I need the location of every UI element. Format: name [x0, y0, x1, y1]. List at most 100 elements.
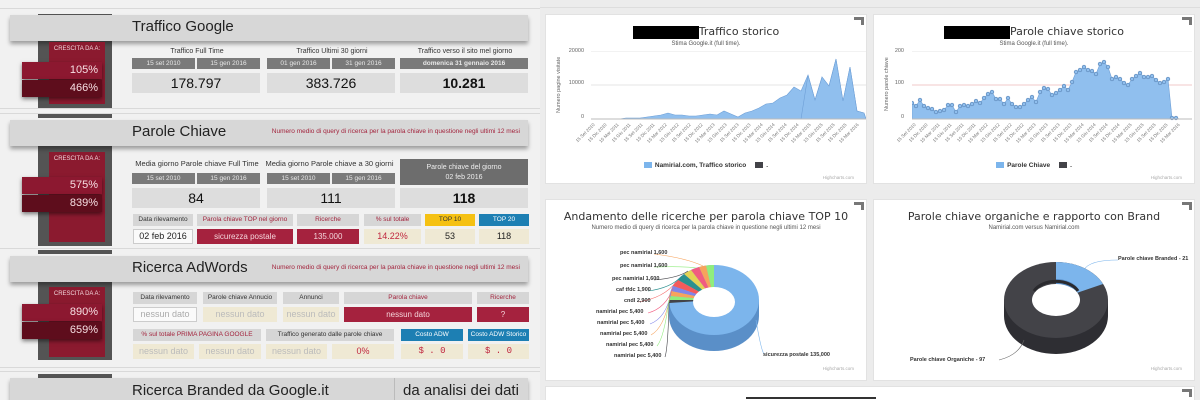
chart-subtitle: Numero medio di query di ricerca per la …: [591, 225, 821, 231]
y-tick: 100: [894, 80, 904, 86]
y-tick: 20000: [568, 48, 584, 54]
growth-value-2: 839%: [22, 195, 102, 212]
legend-swatch: [755, 162, 764, 169]
header-pct: % sul totale: [364, 214, 421, 226]
donut-3d-chart: [998, 259, 1119, 361]
section-header: Traffico Google: [10, 15, 528, 41]
x-axis-ticks: 15 Set 2010 15 Dic 2010 15 Mar 2011 15 G…: [575, 122, 860, 144]
date-end: 15 gen 2016: [197, 173, 260, 184]
divider: [0, 108, 540, 109]
date-end: 15 gen 2016: [332, 173, 395, 184]
divider: [394, 378, 395, 400]
header-generated-traffic: Traffico generato dalle parole chiave: [266, 329, 394, 341]
x-axis-labels: 15 Set 2010 15 Dic 2010 15 Mar 2011 15 G…: [874, 119, 1196, 159]
slice-label: pec namirial 1,600: [612, 276, 660, 282]
section-title: Ricerca AdWords: [132, 259, 248, 276]
legend-item[interactable]: Namirial.com, Traffico storico: [643, 162, 747, 169]
legend-label: .: [766, 162, 769, 169]
slice-label: caf tfdc 1,900: [616, 287, 651, 293]
chart-title: Traffico storico: [546, 25, 866, 39]
x-axis-ticks: 15 Set 2010 15 Dic 2010 15 Mar 2011 15 G…: [896, 122, 1181, 144]
chart-credit[interactable]: Highcharts.com: [822, 366, 854, 371]
chart-title: Andamento delle ricerche per parola chia…: [563, 210, 849, 223]
legend-label: Namirial.com, Traffico storico: [654, 162, 747, 169]
ad-keywords-value: nessun dato: [203, 307, 277, 322]
chart-legend: Parole Chiave .: [874, 162, 1194, 169]
growth-value-2: 466%: [22, 80, 102, 97]
header-first-page-pct: % sul totale PRIMA PAGINA GOOGLE: [133, 329, 261, 341]
header-date: Data rilevamento: [133, 292, 197, 304]
chart-credit[interactable]: Highcharts.com: [1150, 175, 1182, 180]
section-keywords: Parole Chiave Numero medio di query di r…: [0, 114, 540, 249]
col-label: Media giorno Parole chiave a 30 giorni: [265, 159, 394, 168]
slice-label: Parole chiave Organiche - 97: [910, 357, 986, 363]
divider: [0, 113, 540, 114]
value: 383.726: [267, 73, 395, 93]
x-axis-labels: 15 Set 2010 15 Dic 2010 15 Mar 2011 15 G…: [546, 119, 868, 159]
searches-value: 135.000: [297, 229, 359, 244]
header-top20: TOP 20: [479, 214, 529, 226]
chart-title-text: Parole chiave storico: [1010, 25, 1124, 38]
chart-keywords-history: Parole chiave storico Stima Google.it (f…: [873, 14, 1195, 184]
dark-strip: [38, 374, 112, 378]
chart-credit[interactable]: Highcharts.com: [822, 175, 854, 180]
adw-cost-value: $ . 0: [401, 344, 463, 359]
date-end: 15 gen 2016: [197, 58, 260, 69]
pct-value: 14.22%: [364, 229, 421, 244]
first-page-value: nessun dato: [133, 344, 194, 359]
divider: [540, 7, 1200, 8]
first-page-value-2: nessun dato: [199, 344, 261, 359]
chart-title-text: Traffico storico: [698, 25, 780, 38]
section-subtitle: da analisi dei dati: [403, 382, 519, 399]
legend-item[interactable]: .: [1059, 162, 1072, 169]
legend-item[interactable]: Parole Chiave: [996, 162, 1050, 169]
generated-traffic-value: nessun dato: [266, 344, 327, 359]
top10-value: 53: [425, 229, 475, 244]
redacted-block: [746, 397, 876, 399]
charts-area: Traffico storico Stima Google.it (full t…: [540, 0, 1200, 400]
section-title: Ricerca Branded da Google.it: [132, 382, 329, 399]
slice-label: pec namirial 1,600: [620, 263, 668, 269]
chart-credit[interactable]: Highcharts.com: [1150, 366, 1182, 371]
growth-label: CRESCITA DA A:: [53, 156, 101, 162]
legend-swatch: [643, 162, 652, 169]
chart-subtitle: Stima Google.it (full time).: [999, 41, 1069, 47]
value: 10.281: [400, 73, 528, 93]
section-branded: Ricerca Branded da Google.it da analisi …: [0, 370, 540, 400]
growth-value-1: 105%: [22, 62, 102, 79]
section-header: Ricerca AdWords Numero medio di query di…: [10, 256, 528, 282]
date-start: 15 set 2010: [132, 173, 195, 184]
resize-corner-icon[interactable]: [1182, 202, 1192, 210]
col-label: Parole chiave del giorno: [426, 164, 502, 171]
searches-value: ?: [477, 307, 529, 322]
slice-label: namirial pec 5,400: [606, 342, 654, 348]
slice-label: sicurezza postale 135,000: [763, 352, 830, 358]
chart-panel-partial: [545, 386, 1195, 400]
resize-corner-icon[interactable]: [854, 202, 864, 210]
section-adwords: Ricerca AdWords Numero medio di query di…: [0, 250, 540, 368]
divider: [0, 371, 540, 372]
donut-3d-chart: [637, 253, 765, 358]
col-label: Traffico Ultimi 30 giorni: [296, 48, 368, 55]
date-value: nessun dato: [133, 307, 197, 322]
growth-label: CRESCITA DA A:: [53, 291, 101, 297]
growth-label: CRESCITA DA A:: [53, 46, 101, 52]
slice-label: Parole chiave Branded - 21: [1118, 256, 1189, 262]
divider: [0, 8, 540, 9]
resize-corner-icon[interactable]: [1182, 17, 1192, 25]
date-start: 15 set 2010: [267, 173, 330, 184]
header-ad-keywords: Parole chiave Annucio: [203, 292, 277, 304]
header-adw-cost-history: Costo ADW Storico: [468, 329, 529, 341]
slice-label: cndl 2,900: [624, 298, 651, 304]
resize-corner-icon[interactable]: [854, 17, 864, 25]
legend-item[interactable]: .: [755, 162, 768, 169]
resize-corner-icon[interactable]: [1182, 389, 1192, 397]
keyword-value: nessun dato: [344, 307, 472, 322]
legend-swatch: [1059, 162, 1068, 169]
legend-swatch: [996, 162, 1005, 169]
header-top-keyword: Parola chiave TOP nel giorno: [197, 214, 293, 226]
day-keywords-header: Parole chiave del giorno 02 feb 2016: [400, 159, 528, 185]
divider: [0, 367, 540, 368]
section-title: Parole Chiave: [132, 123, 227, 140]
slice-label: namirial pec 5,400: [614, 353, 662, 359]
